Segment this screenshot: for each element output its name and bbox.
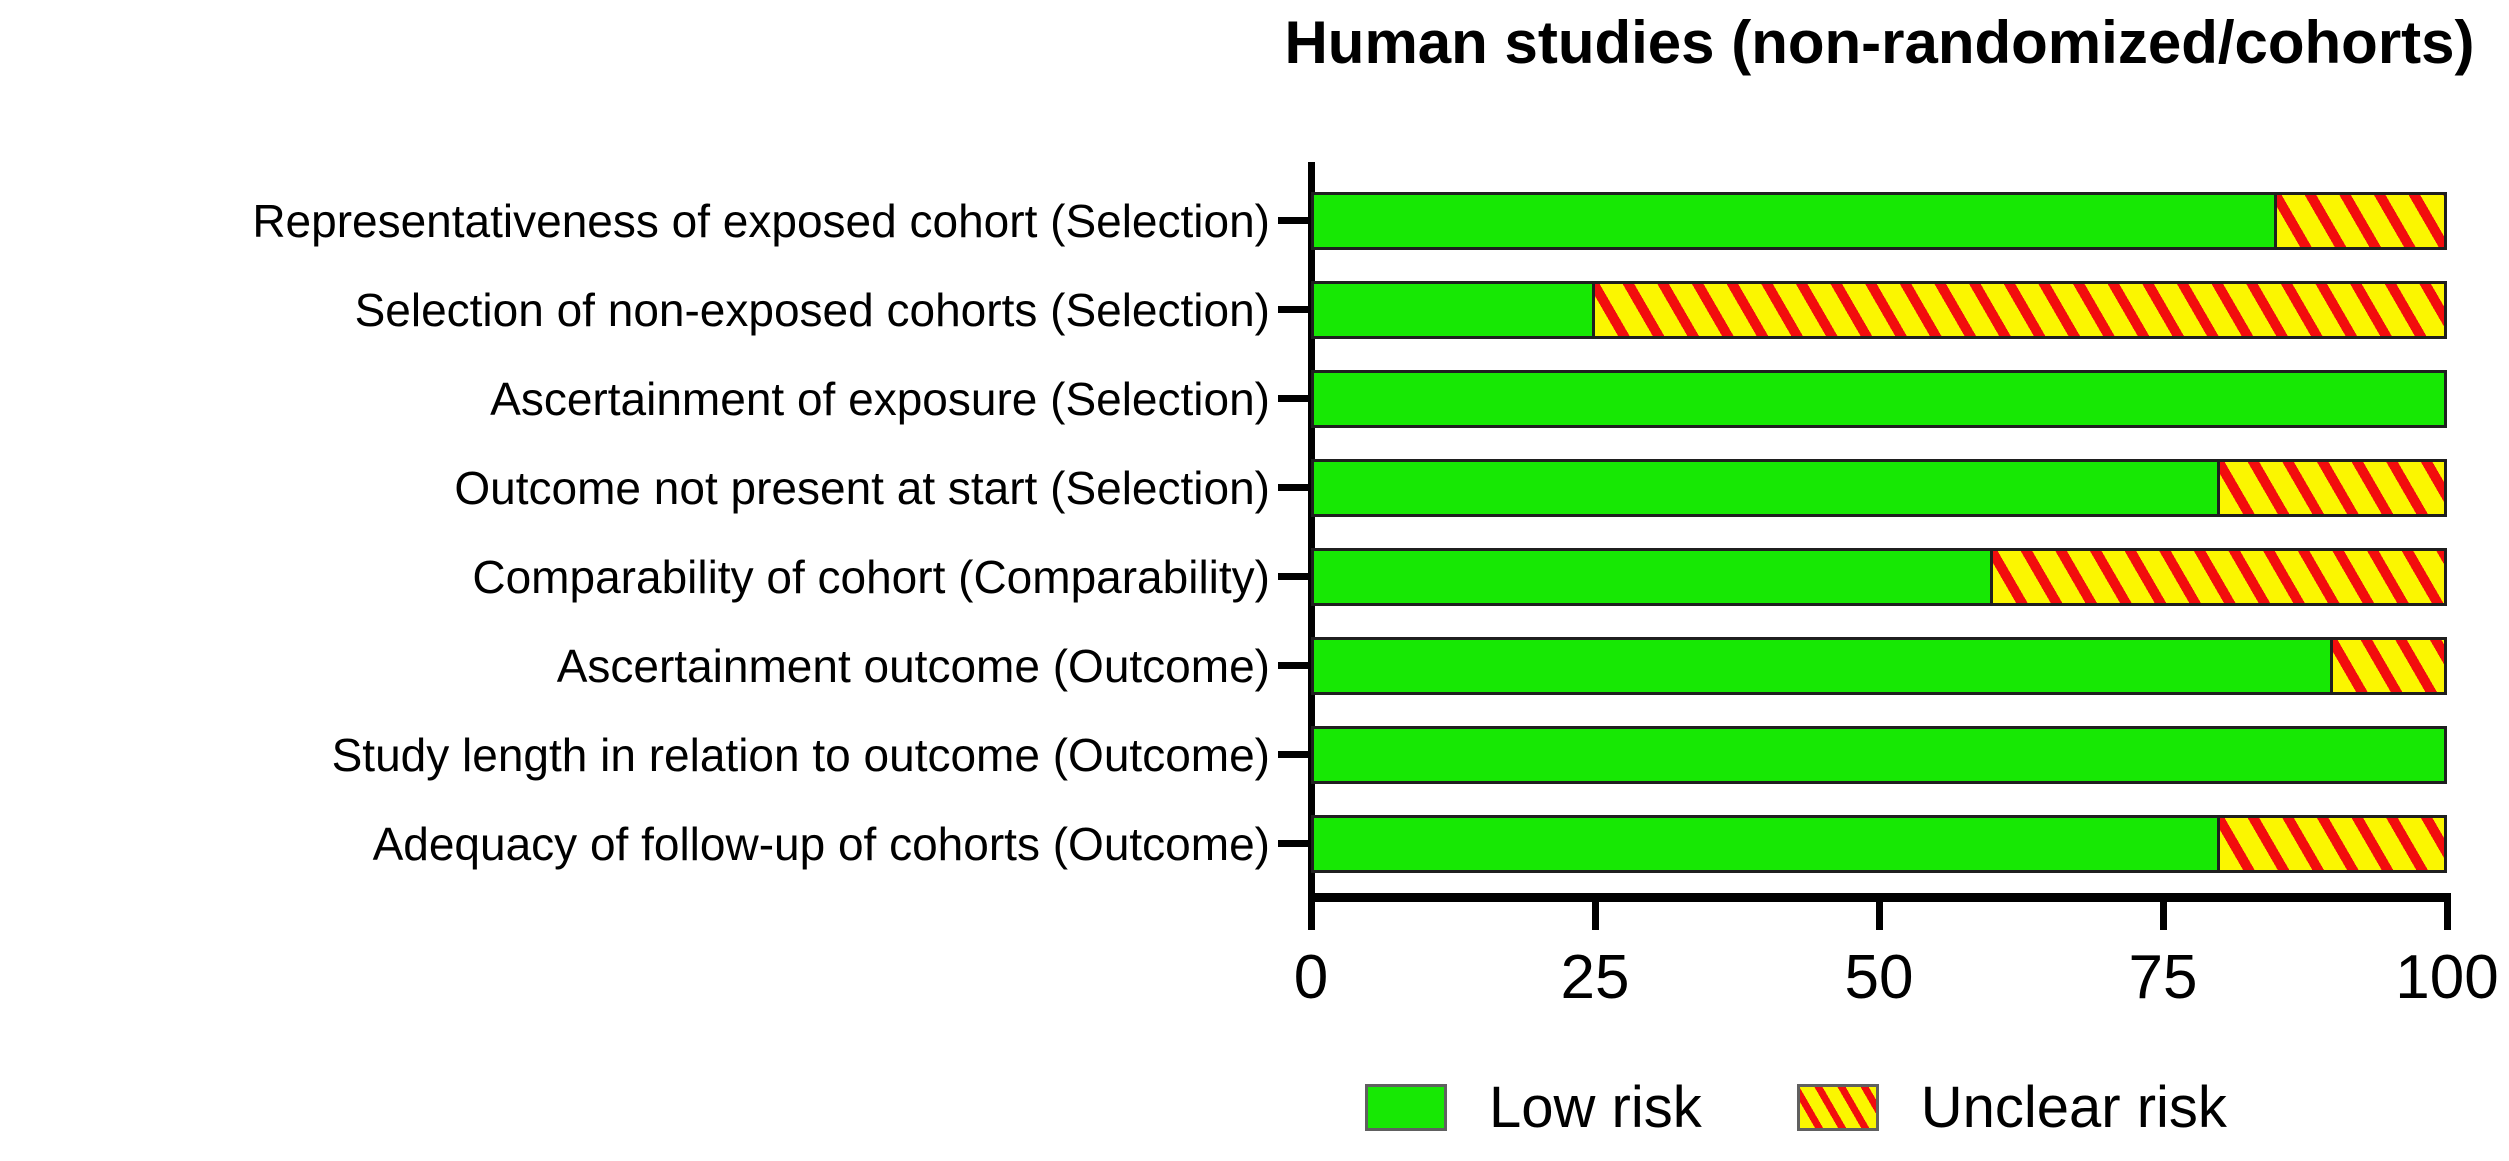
legend-swatch-low-risk-icon xyxy=(1365,1083,1447,1131)
bar-segment-low-risk xyxy=(1311,815,2220,873)
bar-segment-unclear-risk xyxy=(2333,637,2447,695)
y-tick xyxy=(1278,395,1308,402)
bar-row xyxy=(1311,192,2447,250)
category-label: Ascertainment outcome (Outcome) xyxy=(556,640,1270,692)
legend-swatch-unclear-risk-icon xyxy=(1796,1083,1879,1131)
chart-title: Human studies (non-randomized/cohorts) xyxy=(1284,9,2475,76)
y-axis-line xyxy=(1308,162,1315,893)
x-tick-label: 0 xyxy=(1293,943,1329,1012)
x-tick xyxy=(2444,902,2451,930)
category-label: Selection of non-exposed cohorts (Select… xyxy=(354,284,1270,336)
legend: Low risk Unclear risk xyxy=(1365,1072,2227,1142)
bar-row xyxy=(1311,726,2447,784)
y-tick xyxy=(1278,751,1308,758)
bar-row xyxy=(1311,637,2447,695)
x-tick-label: 50 xyxy=(1844,943,1914,1012)
bar-segment-low-risk xyxy=(1311,281,1595,339)
x-tick xyxy=(1592,902,1599,930)
category-label: Study length in relation to outcome (Out… xyxy=(331,729,1270,781)
bar-segment-unclear-risk xyxy=(2219,459,2447,517)
bar-row xyxy=(1311,548,2447,606)
bar-segment-low-risk xyxy=(1311,192,2277,250)
bar-segment-unclear-risk xyxy=(2276,192,2447,250)
x-tick xyxy=(1308,902,1315,930)
category-label: Comparability of cohort (Comparability) xyxy=(472,551,1270,603)
x-tick xyxy=(2160,902,2167,930)
bar-row xyxy=(1311,370,2447,428)
y-tick xyxy=(1278,662,1308,669)
bar-segment-low-risk xyxy=(1311,637,2334,695)
bar-segment-unclear-risk xyxy=(1595,281,2447,339)
category-label: Representativeness of exposed cohort (Se… xyxy=(252,195,1270,247)
bar-row xyxy=(1311,281,2447,339)
y-tick xyxy=(1278,484,1308,491)
bar-segment-low-risk xyxy=(1311,459,2220,517)
legend-label-unclear-risk: Unclear risk xyxy=(1920,1074,2227,1140)
bar-segment-low-risk xyxy=(1311,726,2447,784)
bar-segment-unclear-risk xyxy=(1992,548,2447,606)
y-tick xyxy=(1278,573,1308,580)
x-tick xyxy=(1876,902,1883,930)
legend-label-low-risk: Low risk xyxy=(1489,1074,1702,1140)
y-tick xyxy=(1278,217,1308,224)
category-label: Ascertainment of exposure (Selection) xyxy=(490,373,1270,425)
y-tick xyxy=(1278,306,1308,313)
bar-row xyxy=(1311,815,2447,873)
bar-segment-low-risk xyxy=(1311,370,2447,428)
x-axis-line xyxy=(1308,893,2451,902)
bar-segment-low-risk xyxy=(1311,548,1993,606)
category-label: Outcome not present at start (Selection) xyxy=(454,462,1270,514)
y-tick xyxy=(1278,840,1308,847)
bar-row xyxy=(1311,459,2447,517)
x-tick-label: 75 xyxy=(2128,943,2198,1012)
category-label: Adequacy of follow-up of cohorts (Outcom… xyxy=(372,818,1270,870)
x-tick-label: 100 xyxy=(2395,943,2499,1012)
x-tick-label: 25 xyxy=(1560,943,1630,1012)
bar-segment-unclear-risk xyxy=(2219,815,2447,873)
